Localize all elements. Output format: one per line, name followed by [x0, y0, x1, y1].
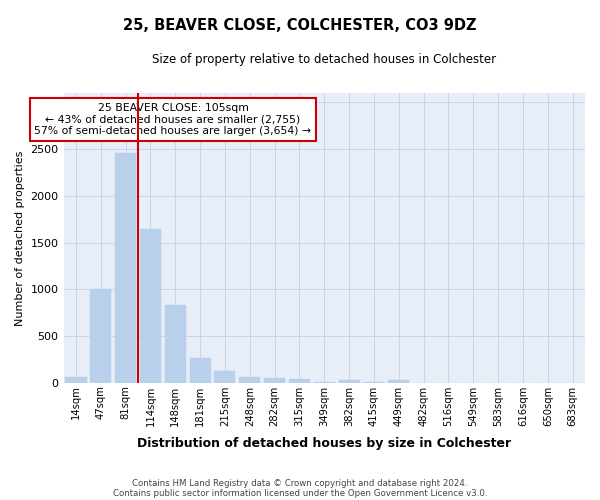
- Bar: [190, 358, 211, 382]
- X-axis label: Distribution of detached houses by size in Colchester: Distribution of detached houses by size …: [137, 437, 511, 450]
- Text: Contains public sector information licensed under the Open Government Licence v3: Contains public sector information licen…: [113, 488, 487, 498]
- Bar: [140, 228, 161, 382]
- Text: 25 BEAVER CLOSE: 105sqm
← 43% of detached houses are smaller (2,755)
57% of semi: 25 BEAVER CLOSE: 105sqm ← 43% of detache…: [34, 103, 311, 136]
- Bar: [338, 380, 359, 382]
- Bar: [289, 380, 310, 382]
- Y-axis label: Number of detached properties: Number of detached properties: [15, 150, 25, 326]
- Text: 25, BEAVER CLOSE, COLCHESTER, CO3 9DZ: 25, BEAVER CLOSE, COLCHESTER, CO3 9DZ: [123, 18, 477, 32]
- Text: Contains HM Land Registry data © Crown copyright and database right 2024.: Contains HM Land Registry data © Crown c…: [132, 478, 468, 488]
- Bar: [388, 380, 409, 382]
- Title: Size of property relative to detached houses in Colchester: Size of property relative to detached ho…: [152, 52, 496, 66]
- Bar: [65, 377, 86, 382]
- Bar: [90, 290, 112, 382]
- Bar: [214, 370, 235, 382]
- Bar: [165, 305, 186, 382]
- Bar: [239, 377, 260, 382]
- Bar: [115, 153, 136, 382]
- Bar: [264, 378, 285, 382]
